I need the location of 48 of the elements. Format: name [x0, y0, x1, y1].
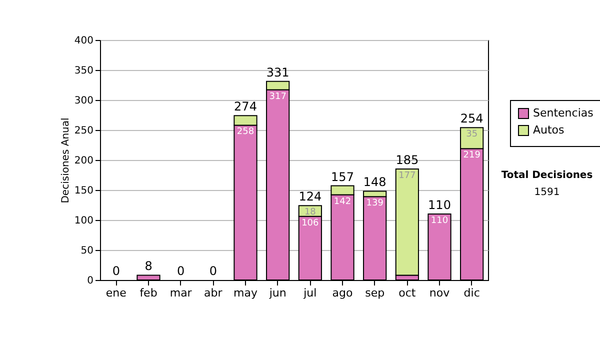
x-tick-label: dic	[464, 286, 480, 300]
data-label: 219	[463, 150, 481, 161]
y-tick-label: 350	[74, 66, 94, 76]
y-tick-label: 150	[74, 186, 94, 196]
x-tick-label: feb	[140, 286, 158, 300]
y-tick-label: 200	[74, 156, 94, 166]
y-tick-label: 50	[80, 246, 94, 256]
y-tick-label: 400	[74, 36, 94, 46]
total-label: 0	[209, 264, 217, 278]
total-label: 148	[363, 175, 386, 190]
data-label: 106	[302, 218, 320, 228]
data-label: 258	[236, 127, 254, 138]
legend-label: Sentencias	[533, 106, 594, 120]
total-label: 157	[331, 170, 354, 184]
x-tick-label: nov	[429, 286, 450, 300]
y-axis-title: Decisiones Anual	[60, 118, 72, 204]
y-tick-label: 100	[74, 216, 94, 226]
text: 1591	[533, 187, 561, 198]
x-tick-label: oct	[398, 286, 416, 300]
x-tick-label: jul	[302, 286, 317, 300]
data-label: 139	[366, 198, 384, 209]
y-tick-label: 300	[74, 96, 94, 106]
x-tick-label: mar	[170, 286, 192, 300]
data-label: 110	[430, 216, 448, 226]
total-label: 0	[112, 264, 120, 278]
data-label: 35	[466, 130, 478, 140]
data-label: 317	[269, 92, 286, 102]
total-label: 124	[298, 190, 322, 204]
x-tick-label: sep	[365, 286, 385, 300]
x-tick-label: may	[234, 286, 258, 300]
x-tick-label: ago	[332, 286, 353, 300]
total-label: 185	[396, 153, 419, 167]
data-label: 142	[334, 196, 352, 207]
y-tick-label: 0	[87, 276, 94, 286]
total-label: 274	[234, 100, 257, 114]
legend-label: Autos	[533, 124, 565, 136]
data-label: 177	[398, 171, 416, 181]
x-tick-label: jun	[268, 286, 286, 300]
total-label: 331	[266, 65, 290, 80]
total-label: 254	[460, 112, 484, 126]
y-tick-label: 250	[74, 126, 94, 136]
x-tick-label: ene	[106, 286, 127, 300]
data-label: 18	[304, 208, 316, 218]
total-label: 0	[177, 264, 185, 278]
text: Total Decisiones	[500, 170, 594, 181]
total-label: 110	[428, 198, 451, 212]
total-label: 8	[144, 259, 152, 274]
x-tick-label: abr	[204, 286, 223, 300]
